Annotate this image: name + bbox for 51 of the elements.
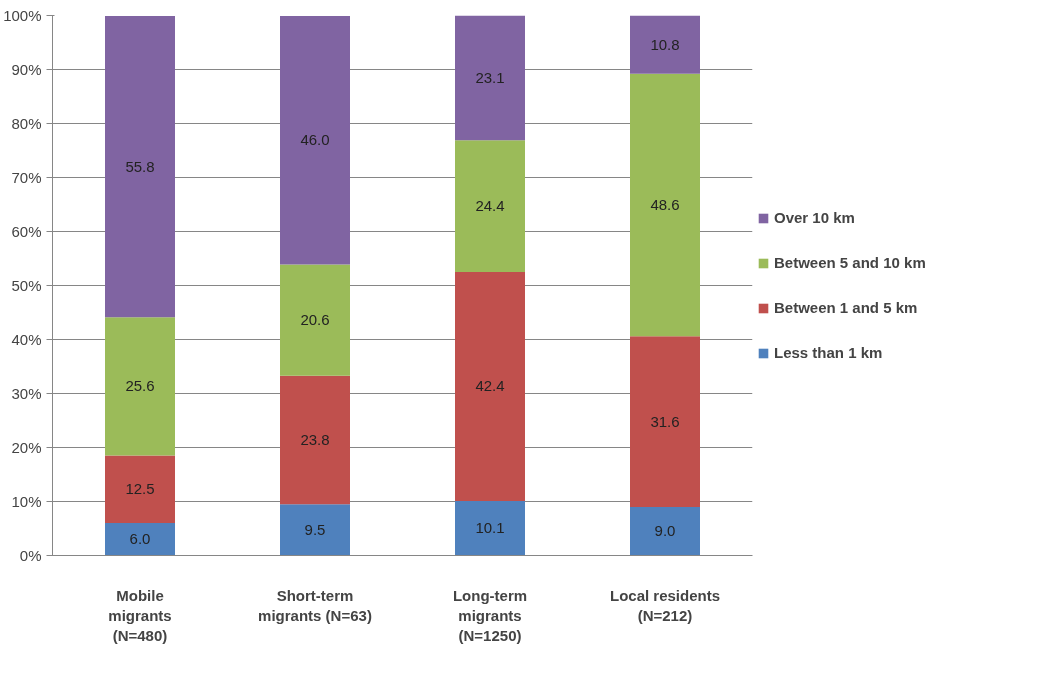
- bar: [630, 506, 700, 556]
- text: 23.1: [475, 68, 505, 86]
- text: 55.8: [125, 157, 155, 175]
- y-tick-label: 60%: [11, 223, 42, 240]
- bar: [455, 140, 525, 272]
- bar: [455, 15, 525, 141]
- y-tick-label: 70%: [11, 169, 42, 186]
- text: 48.6: [650, 196, 680, 214]
- text: 6.0: [129, 530, 151, 548]
- y-tick-label: 100%: [3, 7, 42, 24]
- text: 10.8: [650, 35, 680, 53]
- bar: [105, 523, 175, 556]
- y-tick-label: 0%: [19, 547, 42, 564]
- bar: [105, 317, 175, 456]
- legend-label: Less than 1 km: [774, 344, 883, 361]
- text: 31.6: [650, 412, 680, 430]
- y-tick-label: 10%: [11, 493, 42, 510]
- bar: [280, 375, 350, 505]
- text: 9.0: [654, 522, 676, 540]
- text: 23.8: [300, 430, 330, 448]
- legend-label: Between 5 and 10 km: [774, 254, 926, 271]
- text: 25.6: [125, 377, 155, 395]
- bar: [280, 16, 350, 265]
- y-tick-label: 40%: [11, 331, 42, 348]
- text: 9.5: [304, 520, 326, 538]
- text: 46.0: [300, 131, 330, 149]
- bar: [105, 16, 175, 318]
- legend-label: Between 1 and 5 km: [774, 299, 918, 316]
- legend-label: Over 10 km: [774, 209, 855, 226]
- x-tick-label: Short-term migrants (N=63): [258, 586, 372, 624]
- bar: [280, 504, 350, 556]
- x-tick-label: Long-term migrants (N=1250): [452, 586, 528, 645]
- bar: [455, 500, 525, 556]
- y-tick-label: 90%: [11, 61, 42, 78]
- text: 24.4: [475, 197, 505, 215]
- text: 20.6: [300, 311, 330, 329]
- text: 42.4: [475, 377, 505, 395]
- bar: [630, 15, 700, 74]
- text: 12.5: [125, 480, 155, 498]
- bar: [280, 264, 350, 376]
- bar: [630, 73, 700, 337]
- y-tick-label: 20%: [11, 439, 42, 456]
- bar: [105, 455, 175, 524]
- bar: [630, 336, 700, 507]
- y-tick-label: 30%: [11, 385, 42, 402]
- y-tick-label: 80%: [11, 115, 42, 132]
- x-tick-label: Local residents (N=212): [609, 586, 721, 624]
- x-tick-label: Mobile migrants (N=480): [108, 586, 172, 645]
- bar: [455, 272, 525, 501]
- y-tick-label: 50%: [11, 277, 42, 294]
- text: 10.1: [475, 519, 505, 537]
